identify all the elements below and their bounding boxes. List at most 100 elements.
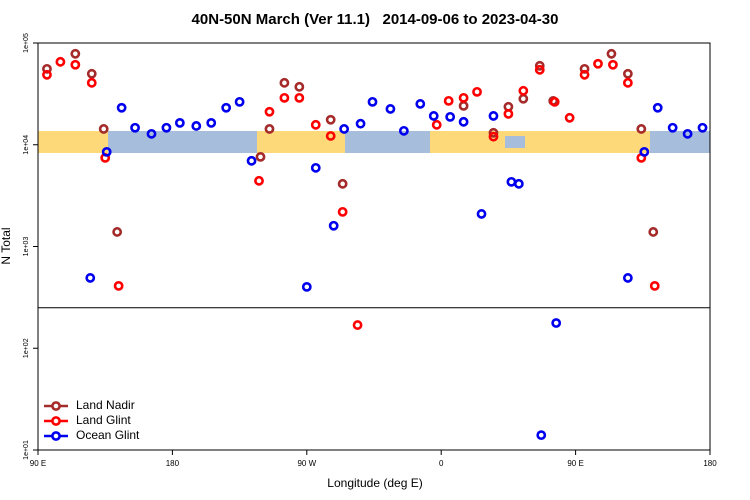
point: [70, 59, 81, 70]
point: [697, 122, 708, 133]
point: [622, 68, 633, 79]
point: [116, 102, 127, 113]
point: [101, 146, 112, 157]
point: [325, 131, 336, 141]
point: [415, 99, 426, 109]
point: [294, 92, 305, 103]
y-tick-label: 1e+04: [23, 135, 30, 155]
point: [255, 151, 266, 162]
point: [639, 146, 650, 157]
point: [279, 77, 290, 88]
point: [534, 60, 545, 71]
x-tick-label: 90 E: [567, 459, 583, 468]
point: [606, 48, 617, 59]
point: [534, 64, 545, 75]
point: [70, 48, 81, 59]
point: [398, 125, 409, 136]
point: [325, 114, 336, 125]
chart-title: 40N-50N March (Ver 11.1) 2014-09-06 to 2…: [192, 11, 559, 28]
point: [472, 86, 482, 97]
point: [488, 131, 499, 142]
point: [551, 318, 562, 328]
point: [385, 104, 396, 114]
x-tick-label: 180: [166, 459, 180, 468]
point: [174, 117, 185, 128]
point: [337, 178, 348, 189]
legend-label: Land Glint: [76, 413, 131, 427]
point: [564, 112, 575, 123]
point: [636, 124, 647, 134]
x-tick-label: 90 W: [297, 459, 316, 468]
point: [355, 118, 366, 129]
point: [113, 280, 124, 291]
point: [191, 121, 202, 131]
y-axis-label: N Total: [0, 227, 13, 264]
point: [55, 56, 66, 67]
point: [130, 122, 140, 133]
point: [593, 58, 603, 69]
x-axis-label: Longitude (deg E): [327, 476, 422, 490]
point: [264, 106, 275, 117]
point: [458, 92, 469, 103]
point: [85, 273, 96, 283]
point: [279, 92, 290, 103]
point: [294, 81, 305, 92]
point: [86, 77, 97, 88]
point: [328, 220, 339, 231]
legend-label: Land Nadir: [76, 398, 135, 412]
x-tick-label: 180: [703, 459, 717, 468]
point: [98, 124, 109, 134]
y-tick-label: 1e+02: [23, 338, 30, 358]
point: [476, 209, 487, 219]
point: [431, 119, 442, 130]
point: [161, 122, 172, 133]
legend-marker: [51, 416, 61, 426]
x-tick-label: 0: [439, 459, 444, 468]
point: [146, 128, 157, 139]
point: [234, 96, 245, 107]
point: [339, 124, 350, 134]
point: [648, 227, 659, 237]
map-band: [38, 131, 710, 153]
point: [352, 320, 363, 330]
y-tick-label: 1e+01: [23, 440, 30, 460]
point: [518, 93, 529, 104]
point: [622, 273, 633, 283]
point: [488, 111, 499, 121]
point: [443, 95, 454, 106]
point: [652, 102, 663, 113]
point: [42, 69, 52, 80]
point: [503, 108, 514, 119]
point: [301, 281, 312, 292]
legend-marker: [51, 431, 61, 441]
point: [428, 111, 439, 121]
point: [649, 280, 660, 291]
point: [518, 85, 529, 96]
point: [458, 116, 469, 127]
point: [206, 117, 217, 128]
point: [86, 68, 97, 79]
point: [667, 122, 678, 133]
point: [513, 178, 524, 189]
legend-label: Ocean Glint: [76, 428, 140, 442]
legend-marker: [51, 401, 61, 411]
point: [445, 111, 456, 122]
point: [367, 96, 378, 107]
point: [579, 69, 590, 80]
point: [458, 100, 469, 111]
y-tick-label: 1e+05: [23, 33, 30, 53]
point: [246, 155, 257, 166]
point: [264, 124, 275, 134]
point: [488, 127, 499, 138]
point: [536, 430, 547, 441]
point: [310, 162, 321, 173]
x-tick-label: 90 E: [30, 459, 46, 468]
point: [549, 96, 560, 107]
point: [337, 206, 348, 217]
point: [310, 119, 321, 130]
point: [254, 175, 264, 186]
point: [221, 102, 232, 113]
point: [622, 77, 633, 88]
point: [506, 176, 517, 187]
